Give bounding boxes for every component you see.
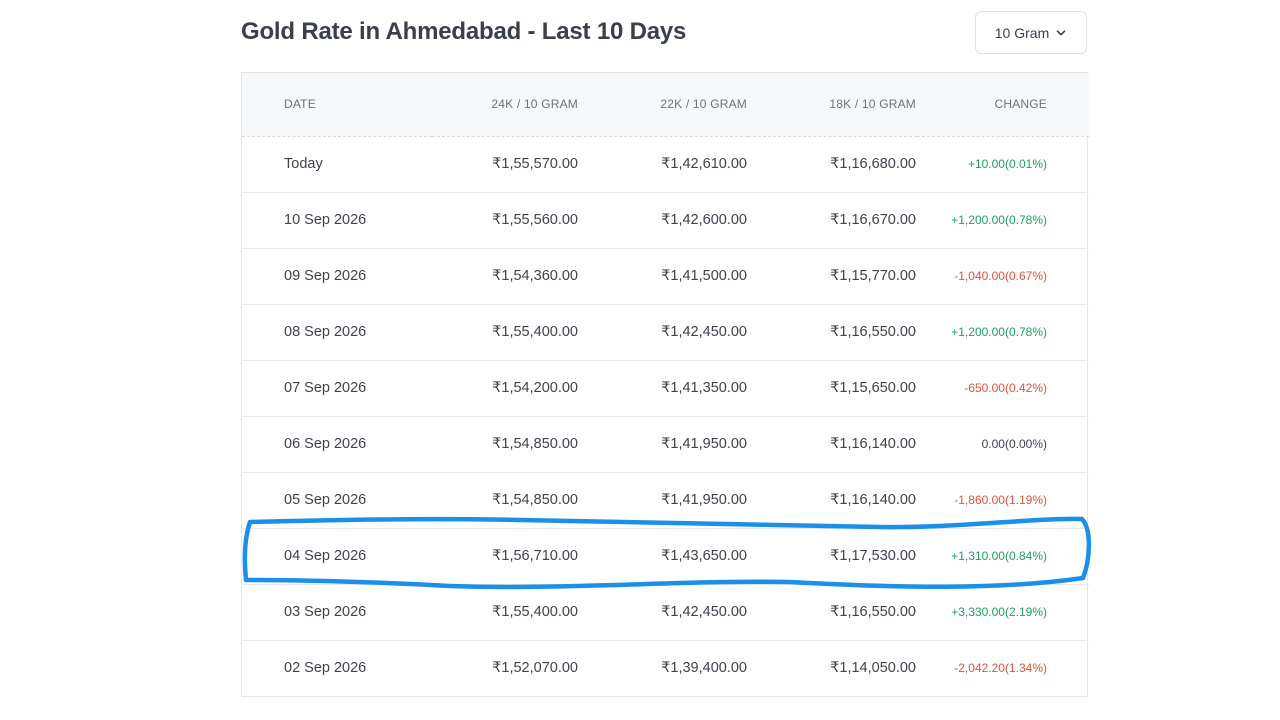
cell-date: 10 Sep 2026 <box>242 192 432 249</box>
cell-change: +3,330.00(2.19%) <box>917 584 1089 641</box>
unit-select[interactable]: 10 Gram <box>975 11 1087 54</box>
col-header-22k: 22K / 10 GRAM <box>579 73 748 137</box>
cell-22k: ₹1,41,500.00 <box>579 248 748 305</box>
cell-22k: ₹1,42,450.00 <box>579 304 748 361</box>
cell-date: 09 Sep 2026 <box>242 248 432 305</box>
cell-22k: ₹1,42,450.00 <box>579 584 748 641</box>
cell-date: 04 Sep 2026 <box>242 528 432 585</box>
table-row: 10 Sep 2026 ₹1,55,560.00 ₹1,42,600.00 ₹1,16… <box>242 192 1089 249</box>
cell-18k: ₹1,16,670.00 <box>748 192 917 249</box>
col-header-date: DATE <box>242 73 432 137</box>
cell-24k: ₹1,56,710.00 <box>432 528 579 585</box>
col-header-18k: 18K / 10 GRAM <box>748 73 917 137</box>
cell-change: +1,200.00(0.78%) <box>917 192 1089 249</box>
table-row: 05 Sep 2026 ₹1,54,850.00 ₹1,41,950.00 ₹1,16… <box>242 472 1089 529</box>
cell-18k: ₹1,15,650.00 <box>748 360 917 417</box>
cell-change: -1,860.00(1.19%) <box>917 472 1089 529</box>
cell-18k: ₹1,16,680.00 <box>748 136 917 193</box>
cell-date: 07 Sep 2026 <box>242 360 432 417</box>
cell-24k: ₹1,54,200.00 <box>432 360 579 417</box>
cell-18k: ₹1,16,550.00 <box>748 304 917 361</box>
cell-18k: ₹1,16,140.00 <box>748 472 917 529</box>
cell-date: 05 Sep 2026 <box>242 472 432 529</box>
col-header-change: CHANGE <box>917 73 1089 137</box>
cell-18k: ₹1,16,550.00 <box>748 584 917 641</box>
cell-change: +1,310.00(0.84%) <box>917 528 1089 585</box>
cell-18k: ₹1,15,770.00 <box>748 248 917 305</box>
cell-22k: ₹1,41,950.00 <box>579 416 748 473</box>
cell-change: +1,200.00(0.78%) <box>917 304 1089 361</box>
cell-date: Today <box>242 136 432 193</box>
cell-24k: ₹1,54,850.00 <box>432 416 579 473</box>
cell-change: -650.00(0.42%) <box>917 360 1089 417</box>
table-row: 04 Sep 2026 ₹1,56,710.00 ₹1,43,650.00 ₹1,17… <box>242 528 1089 585</box>
cell-date: 06 Sep 2026 <box>242 416 432 473</box>
table-row: 06 Sep 2026 ₹1,54,850.00 ₹1,41,950.00 ₹1,16… <box>242 416 1089 473</box>
cell-22k: ₹1,42,610.00 <box>579 136 748 193</box>
table-row: 08 Sep 2026 ₹1,55,400.00 ₹1,42,450.00 ₹1,16… <box>242 304 1089 361</box>
gold-rate-table: DATE 24K / 10 GRAM 22K / 10 GRAM 18K / 1… <box>241 72 1089 697</box>
cell-22k: ₹1,39,400.00 <box>661 660 747 677</box>
cell-change: +10.00(0.01%) <box>917 136 1089 193</box>
table-row: 09 Sep 2026 ₹1,54,360.00 ₹1,41,500.00 ₹1,15… <box>242 248 1089 305</box>
cell-18k: ₹1,17,530.00 <box>748 528 917 585</box>
cell-date: 03 Sep 2026 <box>242 584 432 641</box>
chevron-down-icon <box>1056 29 1066 35</box>
cell-18k: ₹1,14,050.00 <box>830 660 916 677</box>
cell-22k: ₹1,41,950.00 <box>579 472 748 529</box>
table-row: Today ₹1,55,570.00 ₹1,42,610.00 ₹1,16,680.0… <box>242 136 1089 193</box>
page-title: Gold Rate in Ahmedabad - Last 10 Days <box>241 18 687 45</box>
cell-date: 02 Sep 2026 <box>284 660 367 677</box>
cell-24k: ₹1,55,400.00 <box>432 304 579 361</box>
cell-22k: ₹1,41,350.00 <box>579 360 748 417</box>
cell-date: 08 Sep 2026 <box>242 304 432 361</box>
cell-22k: ₹1,43,650.00 <box>579 528 748 585</box>
cell-22k: ₹1,42,600.00 <box>579 192 748 249</box>
cell-24k: ₹1,55,560.00 <box>432 192 579 249</box>
table-row: 03 Sep 2026 ₹1,55,400.00 ₹1,42,450.00 ₹1,16… <box>242 584 1089 641</box>
cell-change: -2,042.20(1.34%) <box>954 661 1047 676</box>
table-row: 07 Sep 2026 ₹1,54,200.00 ₹1,41,350.00 ₹1,15… <box>242 360 1089 417</box>
cell-change: -1,040.00(0.67%) <box>917 248 1089 305</box>
cell-change: 0.00(0.00%) <box>917 416 1089 473</box>
unit-select-value: 10 Gram <box>994 24 1050 41</box>
cell-24k: ₹1,54,850.00 <box>432 472 579 529</box>
cell-24k: ₹1,52,070.00 <box>492 660 578 677</box>
table-row: 02 Sep 2026 ₹1,52,070.00 ₹1,39,400.00 ₹1,14… <box>242 640 1089 696</box>
cell-24k: ₹1,55,400.00 <box>432 584 579 641</box>
cell-18k: ₹1,16,140.00 <box>748 416 917 473</box>
cell-24k: ₹1,54,360.00 <box>432 248 579 305</box>
col-header-24k: 24K / 10 GRAM <box>432 73 579 137</box>
table-header-row: DATE 24K / 10 GRAM 22K / 10 GRAM 18K / 1… <box>242 73 1089 137</box>
cell-24k: ₹1,55,570.00 <box>432 136 579 193</box>
